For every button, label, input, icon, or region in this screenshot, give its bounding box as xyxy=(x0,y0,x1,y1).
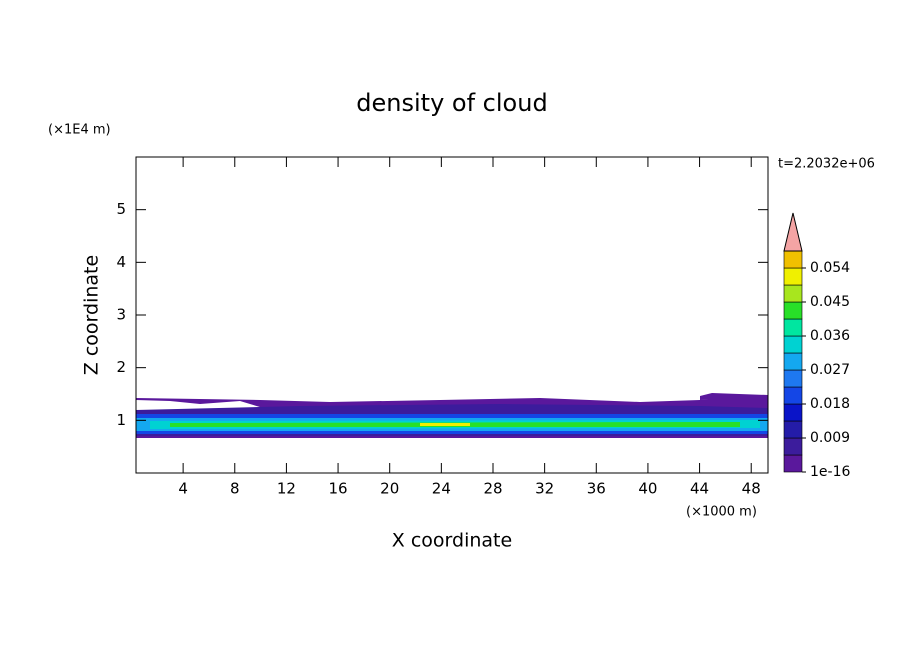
colorbar-band xyxy=(783,318,803,337)
colorbar-band xyxy=(783,454,803,473)
colorbar-tick-label: 0.036 xyxy=(810,328,850,344)
y-tick-label: 3 xyxy=(116,306,126,324)
x-axis-label: X coordinate xyxy=(392,530,512,552)
colorbar-band xyxy=(783,369,803,388)
x-unit: (×1000 m) xyxy=(686,505,757,520)
time-label: t=2.2032e+06 xyxy=(778,157,875,172)
colorbar-band xyxy=(783,301,803,320)
colorbar-tick-label: 0.045 xyxy=(810,294,850,310)
colorbar-band xyxy=(783,352,803,371)
x-tick-label: 36 xyxy=(587,480,606,498)
colorbar-band xyxy=(783,403,803,422)
colorbar-band xyxy=(783,437,803,456)
colorbar-tick-label: 0.009 xyxy=(810,430,850,446)
colorbar-tick-label: 0.054 xyxy=(810,260,850,276)
x-tick-label: 20 xyxy=(380,480,399,498)
colorbar-band xyxy=(783,284,803,303)
x-tick-label: 28 xyxy=(483,480,502,498)
x-tick-label: 16 xyxy=(329,480,348,498)
colorbar-tick-label: 0.027 xyxy=(810,362,850,378)
y-axis-label: Z coordinate xyxy=(81,255,103,375)
colorbar-band xyxy=(783,267,803,286)
x-tick-label: 48 xyxy=(742,480,761,498)
y-unit: (×1E4 m) xyxy=(48,123,111,138)
x-tick-label: 4 xyxy=(178,480,188,498)
y-tick-label: 2 xyxy=(116,358,126,376)
y-tick-label: 1 xyxy=(116,411,126,429)
x-tick-label: 24 xyxy=(432,480,451,498)
colorbar-overflow xyxy=(783,212,803,252)
x-tick-label: 32 xyxy=(535,480,554,498)
colorbar-band xyxy=(783,335,803,354)
colorbar-band xyxy=(783,386,803,405)
cloud-field xyxy=(136,393,768,438)
colorbar-tick-label: 1e-16 xyxy=(810,464,850,480)
colorbar-tick-label: 0.018 xyxy=(810,396,850,412)
colorbar-band xyxy=(783,250,803,269)
x-tick-label: 12 xyxy=(277,480,296,498)
y-tick-label: 4 xyxy=(116,253,126,271)
chart-title: density of cloud xyxy=(356,89,547,117)
y-tick-label: 5 xyxy=(116,200,126,218)
x-tick-label: 8 xyxy=(230,480,240,498)
x-tick-label: 40 xyxy=(638,480,657,498)
colorbar-band xyxy=(783,420,803,439)
x-tick-label: 44 xyxy=(690,480,709,498)
